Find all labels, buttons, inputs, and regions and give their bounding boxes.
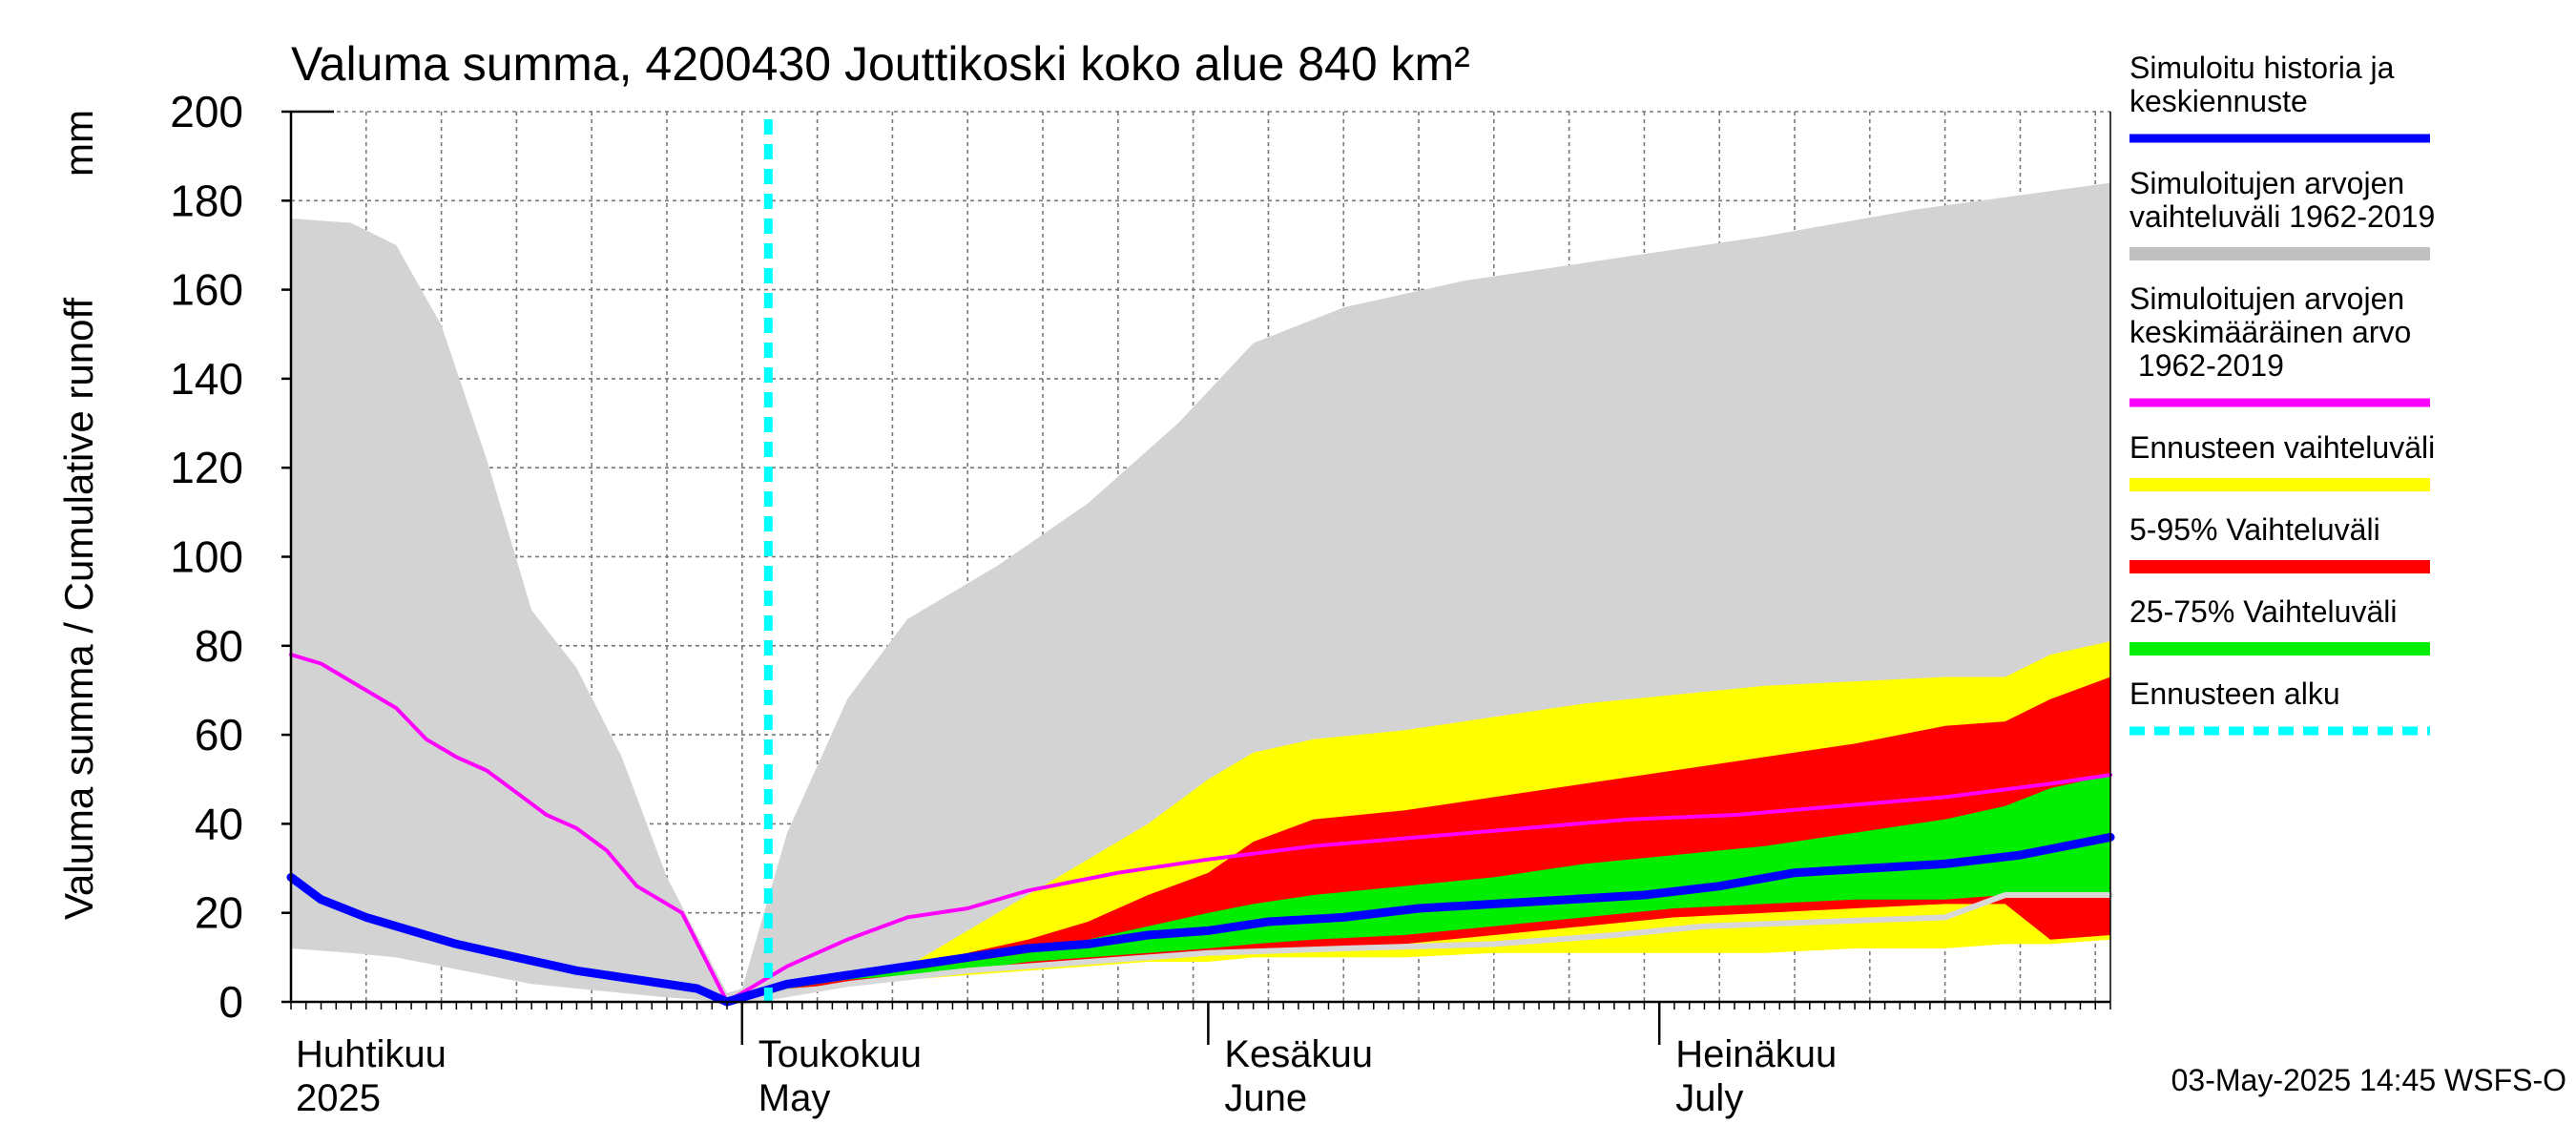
legend-label: Ennusteen vaihteluväli [2129, 430, 2435, 465]
month-label-en: May [758, 1077, 831, 1119]
y-tick-label: 140 [170, 354, 243, 404]
legend-label-line: Ennusteen alku [2129, 677, 2340, 711]
y-axis-label: Valuma summa / Cumulative runoff [56, 298, 101, 920]
median-forecast-line [286, 832, 2115, 1007]
legend: Simuloitu historia ja keskiennusteSimuloi… [2129, 51, 2435, 736]
legend-label: 5-95% Vaihteluväli [2129, 512, 2380, 547]
legend-label-line: Simuloitujen arvojen [2129, 166, 2404, 200]
band-5-95 [741, 677, 2110, 1002]
series-lines [286, 653, 2115, 1007]
y-tick-label: 200 [170, 87, 243, 136]
axes [289, 110, 2111, 1004]
month-label-en: 2025 [296, 1077, 381, 1119]
legend-label-line: keskiennuste [2129, 84, 2308, 118]
y-tick-label: 160 [170, 265, 243, 315]
y-tick-label: 80 [195, 621, 243, 671]
month-label-en: June [1224, 1077, 1307, 1119]
month-label-fi: Heinäkuu [1675, 1033, 1837, 1075]
legend-swatch [2129, 560, 2430, 573]
y-tick-label: 100 [170, 532, 243, 582]
y-tick-label: 60 [195, 710, 243, 760]
legend-label-line: Ennusteen vaihteluväli [2129, 430, 2435, 465]
month-label-fi: Toukokuu [758, 1033, 922, 1075]
legend-swatch [2129, 478, 2430, 491]
legend-swatch [2129, 642, 2430, 656]
month-label-en: July [1675, 1077, 1743, 1119]
y-tick-label: 120 [170, 443, 243, 492]
legend-label-line: 5-95% Vaihteluväli [2129, 512, 2380, 547]
timestamp-label: 03-May-2025 14:45 WSFS-O [2171, 1063, 2566, 1097]
mean-1962-2019-line [289, 653, 2112, 1004]
range-bands [291, 182, 2110, 1003]
month-label-fi: Huhtikuu [296, 1033, 447, 1075]
legend-label-line: Simuloitu historia ja [2129, 51, 2395, 85]
y-tick-label: 0 [218, 977, 243, 1027]
legend-label-line: 25-75% Vaihteluväli [2129, 594, 2397, 629]
month-label-fi: Kesäkuu [1224, 1033, 1373, 1075]
legend-label-line: Simuloitujen arvojen [2129, 281, 2404, 316]
legend-label: Ennusteen alku [2129, 677, 2340, 711]
legend-label: 25-75% Vaihteluväli [2129, 594, 2397, 629]
y-tick-label: 180 [170, 176, 243, 225]
chart-title: Valuma summa, 4200430 Jouttikoski koko a… [291, 37, 1470, 91]
y-tick-label: 40 [195, 799, 243, 848]
legend-label-line: vaihteluväli 1962-2019 [2129, 199, 2435, 234]
legend-label: Simuloitu historia ja keskiennuste [2129, 51, 2395, 118]
y-tick-label: 20 [195, 888, 243, 938]
legend-label: Simuloitujen arvojen vaihteluväli 1962-20… [2129, 166, 2435, 234]
legend-label-line: keskimääräinen arvo [2129, 315, 2411, 349]
gray-reference-line [738, 892, 2113, 1005]
legend-label-line: 1962-2019 [2129, 348, 2284, 383]
y-axis-unit: mm [56, 110, 101, 177]
legend-swatch [2129, 247, 2430, 260]
legend-label: Simuloitujen arvojen keskimääräinen arvo … [2129, 281, 2411, 383]
